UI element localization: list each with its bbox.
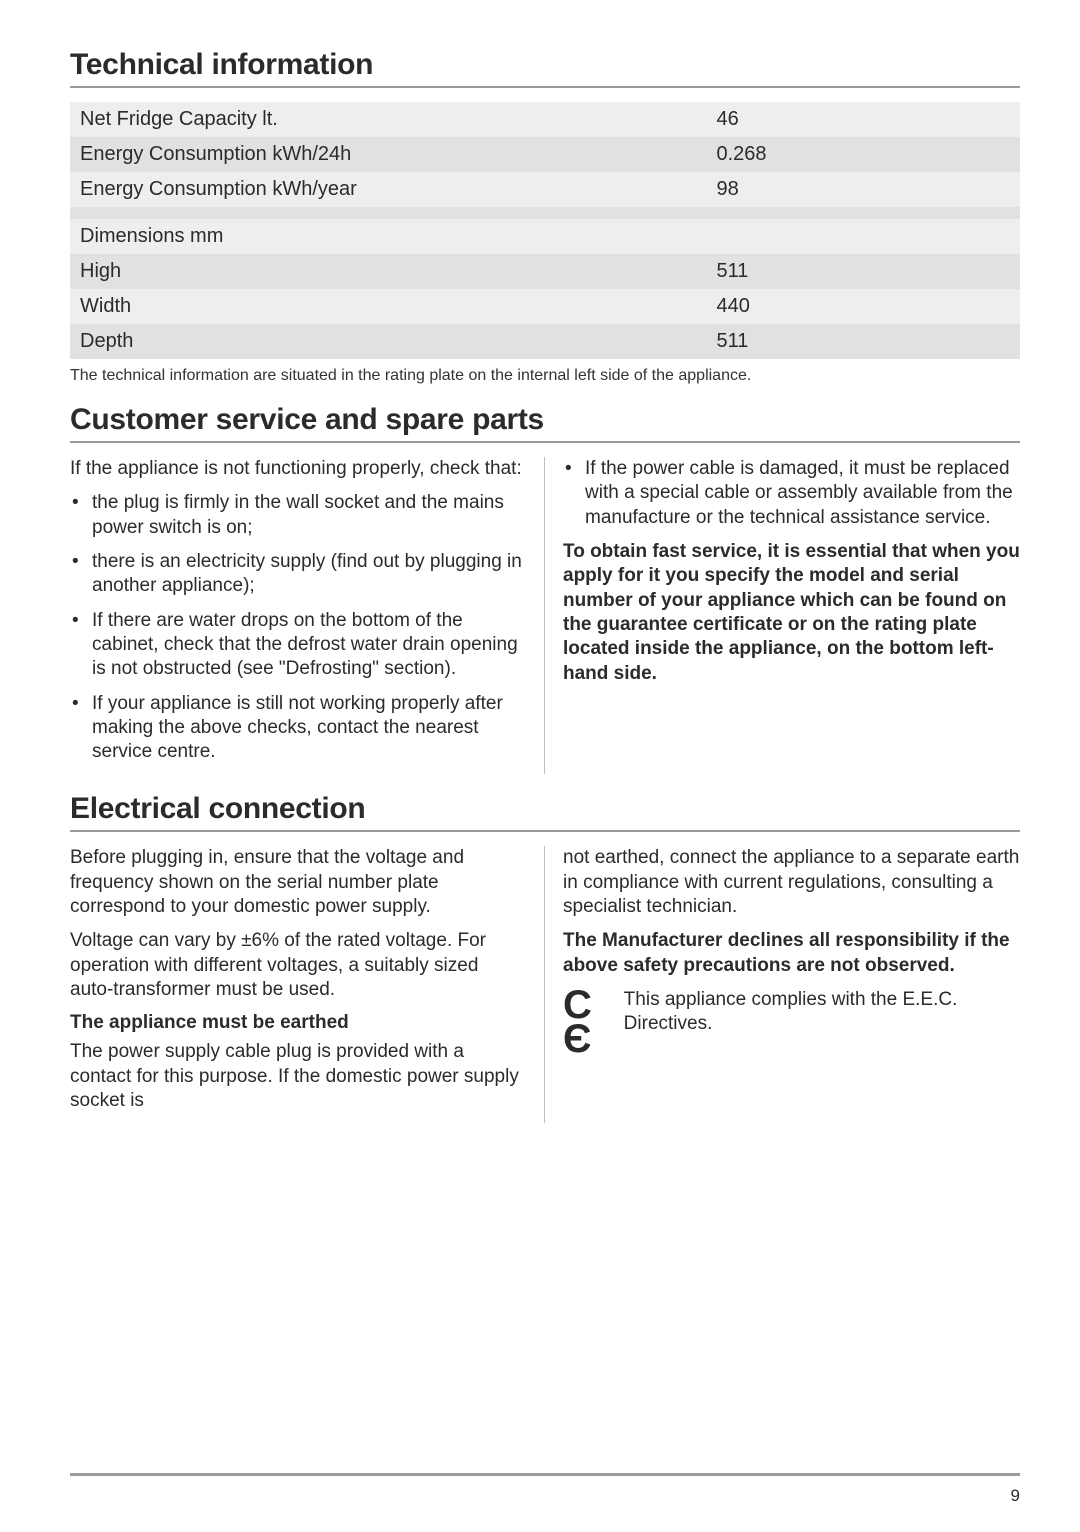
table-cell-value: 511	[707, 324, 1021, 359]
table-row: Net Fridge Capacity lt.46	[70, 102, 1020, 137]
list-item: the plug is firmly in the wall socket an…	[70, 491, 526, 540]
list-item: If the power cable is damaged, it must b…	[563, 457, 1020, 530]
ce-mark-icon: C Є	[563, 988, 614, 1056]
electrical-col-left: Before plugging in, ensure that the volt…	[70, 846, 545, 1123]
service-col-right: If the power cable is damaged, it must b…	[545, 457, 1020, 774]
table-cell-value: 46	[707, 102, 1021, 137]
list-item: If there are water drops on the bottom o…	[70, 609, 526, 682]
electrical-columns: Before plugging in, ensure that the volt…	[70, 846, 1020, 1123]
electrical-subhead: The appliance must be earthed	[70, 1012, 526, 1034]
table-row	[70, 207, 1020, 219]
page-number: 9	[1011, 1486, 1020, 1506]
table-row: Width440	[70, 289, 1020, 324]
table-cell-value: 0.268	[707, 137, 1021, 172]
table-cell-label: Energy Consumption kWh/24h	[70, 137, 707, 172]
electrical-para1: Before plugging in, ensure that the volt…	[70, 846, 526, 919]
table-cell-label: High	[70, 254, 707, 289]
spec-caption: The technical information are situated i…	[70, 367, 1020, 385]
electrical-para3: The power supply cable plug is provided …	[70, 1040, 526, 1113]
electrical-right-bold: The Manufacturer declines all responsibi…	[563, 929, 1020, 978]
service-left-bullets: the plug is firmly in the wall socket an…	[70, 491, 526, 764]
table-cell-label	[70, 207, 707, 219]
ce-compliance-row: C Є This appliance complies with the E.E…	[563, 988, 1020, 1056]
electrical-right-para1: not earthed, connect the appliance to a …	[563, 846, 1020, 919]
section-title-tech: Technical information	[70, 48, 1020, 88]
service-bold-note: To obtain fast service, it is essential …	[563, 540, 1020, 686]
list-item: there is an electricity supply (find out…	[70, 550, 526, 599]
section-title-service: Customer service and spare parts	[70, 403, 1020, 443]
service-col-left: If the appliance is not functioning prop…	[70, 457, 545, 774]
table-cell-value	[707, 219, 1021, 254]
table-row: Depth511	[70, 324, 1020, 359]
footer-rule	[70, 1473, 1020, 1476]
table-row: Dimensions mm	[70, 219, 1020, 254]
service-right-bullets: If the power cable is damaged, it must b…	[563, 457, 1020, 530]
section-title-electrical: Electrical connection	[70, 792, 1020, 832]
electrical-para2: Voltage can vary by ±6% of the rated vol…	[70, 929, 526, 1002]
table-cell-label: Width	[70, 289, 707, 324]
table-row: High511	[70, 254, 1020, 289]
electrical-col-right: not earthed, connect the appliance to a …	[545, 846, 1020, 1123]
table-cell-label: Dimensions mm	[70, 219, 707, 254]
table-row: Energy Consumption kWh/24h0.268	[70, 137, 1020, 172]
ce-text: This appliance complies with the E.E.C. …	[624, 988, 1020, 1037]
list-item: If your appliance is still not working p…	[70, 692, 526, 765]
table-cell-label: Energy Consumption kWh/year	[70, 172, 707, 207]
table-cell-label: Net Fridge Capacity lt.	[70, 102, 707, 137]
table-row: Energy Consumption kWh/year98	[70, 172, 1020, 207]
spec-table: Net Fridge Capacity lt.46Energy Consumpt…	[70, 102, 1020, 359]
table-cell-value: 511	[707, 254, 1021, 289]
service-intro: If the appliance is not functioning prop…	[70, 457, 526, 481]
service-columns: If the appliance is not functioning prop…	[70, 457, 1020, 774]
table-cell-label: Depth	[70, 324, 707, 359]
table-cell-value: 440	[707, 289, 1021, 324]
table-cell-value: 98	[707, 172, 1021, 207]
table-cell-value	[707, 207, 1021, 219]
